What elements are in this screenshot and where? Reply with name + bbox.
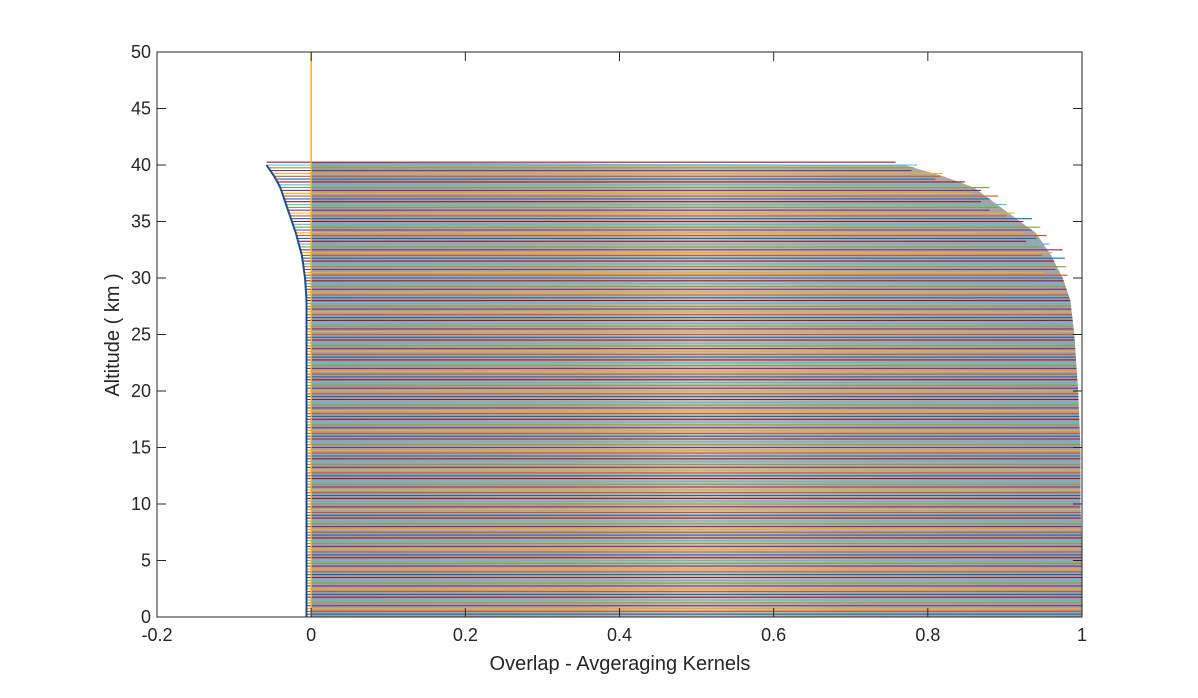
x-tick-label: 0.6 <box>761 625 786 645</box>
y-tick-label: 40 <box>131 155 151 175</box>
y-tick-label: 30 <box>131 268 151 288</box>
kernel-band <box>311 162 1082 617</box>
y-tick-label: 10 <box>131 494 151 514</box>
x-tick-label: 0.8 <box>915 625 940 645</box>
x-tick-label: 0.4 <box>607 625 632 645</box>
y-tick-label: 5 <box>141 551 151 571</box>
y-tick-label: 15 <box>131 438 151 458</box>
negative-lobe-curve <box>265 164 308 617</box>
x-tick-label: 0 <box>306 625 316 645</box>
y-tick-label: 35 <box>131 212 151 232</box>
x-tick-label: 1 <box>1077 625 1087 645</box>
y-tick-label: 50 <box>131 42 151 62</box>
y-tick-label: 45 <box>131 99 151 119</box>
y-axis-label: Altitude ( km ) <box>102 273 124 396</box>
x-tick-label: 0.2 <box>453 625 478 645</box>
y-tick-label: 25 <box>131 325 151 345</box>
y-tick-label: 0 <box>141 607 151 627</box>
y-tick-label: 20 <box>131 381 151 401</box>
x-axis-label: Overlap - Avgeraging Kernels <box>490 653 751 675</box>
x-tick-label: -0.2 <box>141 625 172 645</box>
